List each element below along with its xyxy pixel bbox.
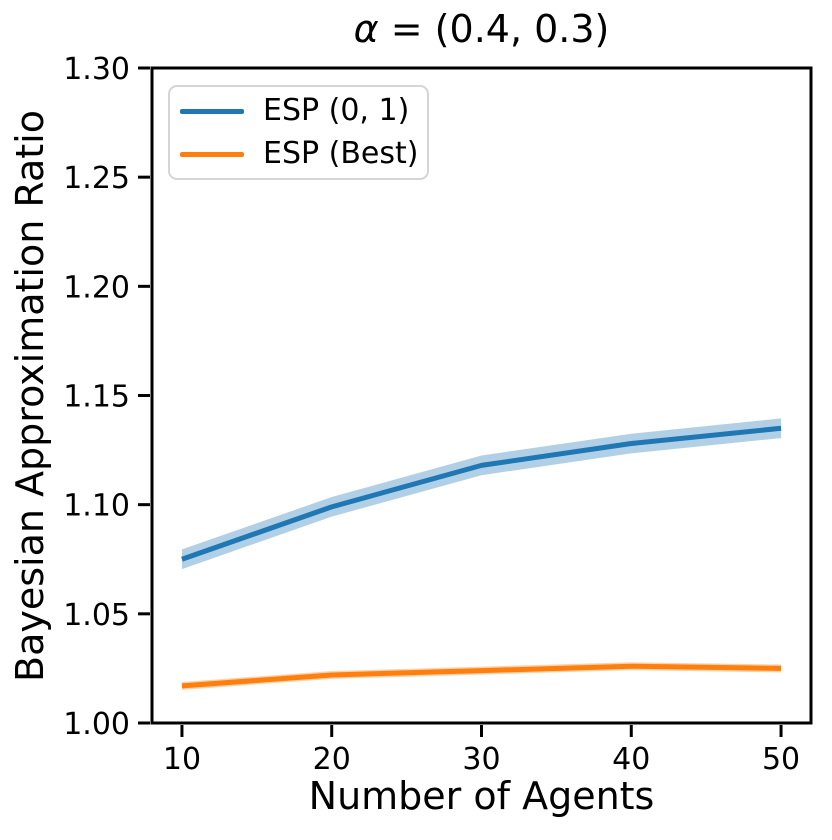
x-tick-label: 50: [762, 742, 800, 777]
series-band-1: [181, 662, 782, 690]
legend-item-esp-best: ESP (Best): [180, 136, 419, 171]
axis-ticks: [138, 66, 783, 737]
confidence-bands: [181, 418, 782, 690]
y-tick-label: 1.15: [63, 380, 130, 415]
y-tick-label: 1.10: [63, 489, 130, 524]
x-tick-label: 40: [612, 742, 650, 777]
axes-spines: [150, 66, 813, 725]
y-tick-label: 1.30: [63, 52, 130, 87]
chart-title: α = (0.4, 0.3): [152, 4, 811, 54]
x-tick-label: 30: [462, 742, 500, 777]
x-tick-label: 20: [313, 742, 351, 777]
y-tick-label: 1.20: [63, 270, 130, 305]
axis-tick-labels: 10 20 30 40 50 1.00 1.05 1.10 1.15 1.20 1.25 1.30: [63, 52, 800, 777]
legend: ESP (0, 1) ESP (Best): [168, 85, 429, 180]
chart-title-alpha: α: [353, 7, 379, 51]
plot-frame: [150, 66, 813, 725]
chart-title-rest: = (0.4, 0.3): [378, 7, 610, 51]
legend-line-swatch-blue: [180, 108, 244, 114]
y-tick-label: 1.05: [63, 598, 130, 633]
y-tick-label: 1.00: [63, 707, 130, 742]
series-line-1: [181, 663, 782, 689]
legend-label: ESP (0, 1): [263, 93, 410, 128]
x-axis-label: Number of Agents: [308, 774, 655, 818]
series-line-0: [181, 425, 782, 562]
y-axis-label: Bayesian Approximation Ratio: [8, 110, 52, 682]
legend-line-swatch-orange: [180, 151, 244, 157]
series-band-0: [181, 418, 782, 570]
legend-label: ESP (Best): [263, 136, 419, 171]
legend-item-esp-01: ESP (0, 1): [180, 96, 417, 126]
series-lines: [181, 425, 782, 689]
x-tick-label: 10: [163, 742, 201, 777]
y-tick-label: 1.25: [63, 161, 130, 196]
